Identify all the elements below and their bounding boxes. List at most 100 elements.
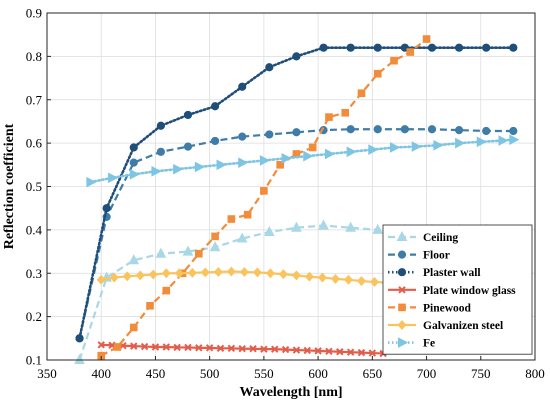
data-point-galvanizen-steel	[148, 269, 158, 280]
y-axis-title: Reflection coefficient	[2, 123, 17, 249]
data-point-plate-window-glass	[216, 344, 225, 352]
data-point-plaster-wall	[129, 143, 138, 152]
data-point-plaster-wall	[482, 43, 491, 52]
data-point-pinewood	[390, 56, 398, 65]
data-point-plate-window-glass	[303, 346, 311, 355]
data-point-fe	[108, 172, 119, 184]
legend-marker-plaster-wall	[397, 268, 407, 277]
data-point-floor	[183, 142, 193, 151]
data-point-fe	[498, 135, 509, 146]
data-point-ceiling	[236, 232, 248, 243]
data-point-pinewood	[227, 215, 236, 223]
y-tick-label: 0.7	[26, 92, 43, 107]
x-tick-label: 550	[254, 366, 274, 381]
data-point-pinewood	[325, 113, 333, 121]
series-line-floor	[78, 128, 514, 339]
legend-label-plaster-wall: Plaster wall	[423, 267, 481, 279]
data-point-plate-window-glass	[346, 348, 355, 356]
x-tick-label: 600	[308, 366, 328, 381]
legend-marker-galvanizen-steel	[397, 320, 407, 330]
data-point-galvanizen-steel	[291, 270, 301, 281]
data-point-galvanizen-steel	[252, 267, 262, 278]
x-tick-label: 500	[200, 366, 220, 381]
data-point-plaster-wall	[454, 43, 464, 52]
data-point-plate-window-glass	[184, 343, 192, 352]
data-point-fe	[368, 144, 379, 155]
data-point-galvanizen-steel	[174, 268, 184, 279]
data-point-galvanizen-steel	[109, 272, 119, 283]
data-point-pinewood	[146, 301, 154, 310]
legend-label-floor: Floor	[423, 250, 450, 262]
data-point-plate-window-glass	[368, 349, 377, 357]
data-point-plate-window-glass	[314, 347, 322, 355]
x-axis-title: Wavelength [nm]	[239, 385, 342, 400]
tick-labels: 350 400 450 500 550 600 650 700 750 800 0.1 0.2 0.3 0…	[26, 6, 545, 382]
data-point-pinewood	[260, 187, 268, 195]
data-point-pinewood	[162, 286, 171, 295]
data-point-plaster-wall	[265, 63, 274, 72]
data-point-plate-window-glass	[195, 344, 203, 352]
series-fe	[86, 134, 520, 188]
data-point-plate-window-glass	[249, 345, 257, 353]
data-point-fe	[216, 159, 227, 171]
y-tick-label: 0.5	[26, 179, 42, 194]
data-point-plaster-wall	[75, 334, 84, 343]
data-point-plaster-wall	[183, 110, 193, 120]
series-pinewood	[97, 35, 431, 360]
data-point-ceiling	[318, 219, 329, 230]
data-point-plaster-wall	[210, 102, 220, 111]
data-point-ceiling	[291, 221, 302, 232]
data-point-fe	[303, 150, 314, 162]
data-point-fe	[129, 169, 140, 180]
data-point-plate-window-glass	[271, 345, 279, 353]
data-point-plate-window-glass	[357, 348, 366, 357]
data-point-floor	[129, 158, 138, 167]
data-point-plate-window-glass	[292, 346, 301, 354]
x-tick-label: 650	[363, 366, 383, 381]
data-point-pinewood	[406, 48, 415, 56]
y-tick-label: 0.3	[26, 266, 42, 281]
data-point-fe	[173, 163, 184, 175]
data-point-fe	[86, 176, 97, 188]
data-point-ceiling	[263, 225, 275, 237]
data-point-galvanizen-steel	[344, 274, 353, 285]
data-point-galvanizen-steel	[330, 273, 340, 284]
data-point-pinewood	[211, 232, 219, 241]
data-point-galvanizen-steel	[96, 274, 106, 285]
y-tick-label: 0.4	[26, 222, 43, 237]
data-point-plate-window-glass	[238, 345, 246, 353]
legend-label-pinewood: Pinewood	[423, 302, 472, 314]
data-point-fe	[433, 139, 444, 151]
data-point-floor	[210, 136, 220, 146]
legend-marker-ceiling	[396, 230, 408, 241]
data-point-fe	[281, 152, 292, 164]
data-point-plate-window-glass	[162, 343, 170, 351]
x-tick-label: 800	[525, 366, 545, 381]
data-point-galvanizen-steel	[370, 276, 379, 287]
data-point-plaster-wall	[156, 121, 165, 130]
data-point-ceiling	[74, 353, 85, 364]
data-point-floor	[346, 125, 355, 134]
data-point-galvanizen-steel	[135, 270, 145, 281]
series-plate-window-glass	[97, 341, 387, 358]
data-point-fe	[324, 148, 336, 160]
data-point-floor	[509, 126, 518, 136]
data-point-pinewood	[113, 343, 122, 351]
data-point-galvanizen-steel	[304, 271, 314, 282]
legend-label-plate-window-glass: Plate window glass	[423, 285, 516, 297]
legend-item-fe: Fe	[388, 337, 435, 350]
data-point-galvanizen-steel	[278, 269, 288, 280]
legend: Ceiling Floor Plaster wall Plate window gla…	[382, 224, 533, 355]
y-tick-label: 0.9	[26, 6, 42, 21]
data-point-plaster-wall	[319, 43, 328, 52]
data-point-pinewood	[129, 323, 138, 332]
x-tick-label: 750	[471, 366, 491, 381]
data-point-galvanizen-steel	[239, 267, 249, 277]
legend-item-ceiling: Ceiling	[388, 230, 458, 244]
data-point-floor	[454, 126, 464, 135]
y-tick-label: 0.8	[26, 49, 42, 64]
data-point-fe	[194, 161, 205, 173]
data-point-galvanizen-steel	[317, 272, 327, 283]
data-point-pinewood	[308, 143, 317, 152]
